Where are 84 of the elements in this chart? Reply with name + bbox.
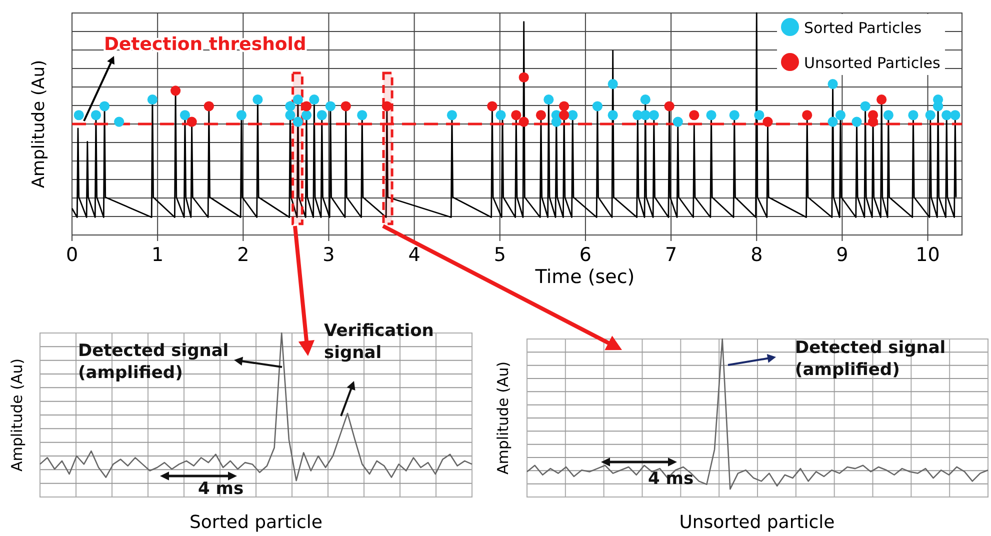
x-tick-label: 3 [322, 244, 335, 266]
point [325, 101, 336, 112]
point [301, 110, 312, 120]
x-tick-label: 1 [152, 244, 164, 266]
point [762, 116, 773, 127]
point [170, 86, 181, 96]
point [180, 110, 190, 120]
text: Sorted particle [189, 512, 323, 533]
point [518, 72, 529, 82]
x-tick-label: 0 [66, 244, 78, 266]
annotation: 4 ms [648, 469, 694, 489]
point [536, 110, 546, 120]
point [186, 116, 197, 127]
point [942, 110, 952, 120]
point [883, 110, 894, 120]
point [340, 101, 351, 112]
x-tick-label: 10 [916, 244, 940, 266]
point [74, 110, 84, 120]
point [648, 110, 659, 120]
point [518, 116, 529, 127]
point [292, 94, 303, 105]
point [292, 116, 303, 127]
point [860, 101, 870, 112]
x-tick-label: 2 [237, 244, 250, 266]
text: Unsorted particle [679, 512, 835, 533]
point [835, 110, 846, 120]
point [950, 110, 960, 120]
point [932, 101, 944, 112]
point [868, 116, 878, 127]
point [544, 94, 554, 105]
point [357, 110, 368, 120]
point [99, 101, 110, 112]
annotation: 4 ms [198, 479, 244, 499]
x-tick-label: 5 [494, 244, 506, 266]
point [114, 116, 124, 127]
x-tick-label: 7 [664, 244, 678, 266]
point [446, 110, 458, 120]
x-tick-label: 9 [836, 244, 848, 266]
point [802, 110, 812, 120]
point [908, 110, 918, 120]
point [608, 110, 618, 120]
point [592, 101, 602, 112]
point [285, 101, 296, 112]
y-axis-title: Amplitude (Au) [29, 60, 49, 188]
point [204, 101, 214, 112]
point [852, 116, 862, 127]
point [316, 110, 327, 120]
point [252, 94, 263, 105]
y-axis-title: Amplitude (Au) [494, 361, 512, 475]
point [309, 94, 320, 105]
point [672, 116, 683, 127]
point [828, 116, 838, 127]
y-axis-title: Amplitude (Au) [8, 358, 26, 472]
point [664, 101, 674, 112]
point [640, 110, 650, 120]
point [496, 110, 506, 120]
point [236, 110, 246, 120]
point [608, 79, 618, 90]
point [729, 110, 740, 120]
point [689, 110, 700, 120]
point [559, 101, 570, 112]
x-axis-title: Time (sec) [534, 266, 635, 288]
point [925, 110, 936, 120]
point [511, 110, 522, 120]
x-tick-label: 8 [750, 244, 763, 266]
point [828, 79, 838, 90]
annotation: Verification signal [324, 321, 434, 363]
x-tick-label: 6 [579, 244, 592, 266]
x-tick-label: 4 [408, 244, 420, 266]
point [876, 94, 887, 105]
point [147, 94, 158, 105]
point [568, 110, 578, 120]
legend-label: Sorted Particles [804, 19, 922, 37]
legend-label: Unsorted Particles [804, 54, 940, 72]
point [90, 110, 102, 120]
point [754, 110, 764, 120]
point [640, 94, 650, 105]
point [487, 101, 498, 112]
point [382, 101, 392, 112]
annotation: Detected signal (amplified) [78, 341, 229, 383]
annotation: Detected signal (amplified) [795, 338, 946, 380]
point [285, 110, 296, 120]
point [706, 110, 716, 120]
point [559, 110, 570, 120]
